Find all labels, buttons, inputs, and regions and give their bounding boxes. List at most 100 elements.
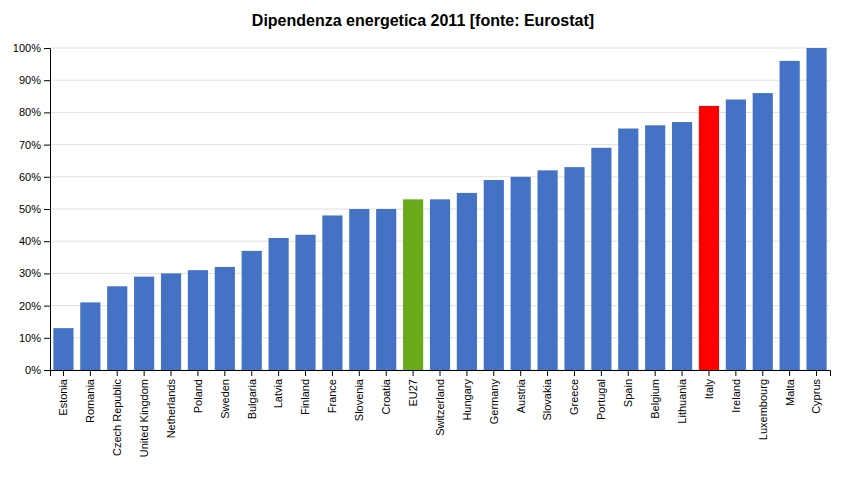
tick-mark — [224, 370, 225, 376]
bar — [242, 251, 262, 370]
tick-label: Slovakia — [541, 378, 553, 420]
tick: Poland — [192, 370, 204, 413]
tick: Luxembourg — [757, 370, 769, 440]
tick-label: Italy — [703, 379, 715, 400]
bar — [511, 177, 531, 370]
bar — [215, 267, 235, 370]
tick-mark — [44, 273, 50, 274]
tick-mark — [762, 370, 763, 376]
tick-label: Cyprus — [810, 379, 822, 414]
tick-mark — [197, 370, 198, 376]
tick-mark — [44, 209, 50, 210]
tick-mark — [278, 370, 279, 376]
tick: Czech Republic — [111, 370, 123, 456]
tick-label: 80% — [19, 106, 41, 118]
bar — [618, 129, 638, 371]
tick: Ireland — [730, 370, 742, 413]
tick: 70% — [19, 139, 50, 151]
tick: 0% — [25, 364, 50, 376]
tick: Italy — [703, 370, 715, 399]
bar — [672, 122, 692, 370]
tick-label: 10% — [19, 332, 41, 344]
tick: Croatia — [380, 370, 392, 414]
title: Dipendenza energetica 2011 [fonte: Euros… — [252, 12, 594, 29]
tick-label: Austria — [515, 378, 527, 413]
tick: Lithuania — [676, 370, 688, 424]
tick-mark — [628, 370, 629, 376]
bar — [430, 199, 450, 370]
y-axis: 0%10%20%30%40%50%60%70%80%90%100% — [13, 42, 51, 376]
bar — [349, 209, 369, 370]
tick-label: Luxembourg — [757, 379, 769, 440]
tick-label: Switzerland — [434, 379, 446, 436]
bar — [806, 48, 826, 370]
tick: EU27 — [407, 370, 419, 407]
tick-label: Latvia — [272, 378, 284, 408]
tick-mark — [44, 370, 50, 371]
tick-mark — [117, 370, 118, 376]
tick: Portugal — [595, 370, 607, 420]
tick-mark — [44, 112, 50, 113]
tick: Estonia — [57, 370, 69, 416]
bar — [376, 209, 396, 370]
grid-line — [50, 48, 830, 49]
chart: Dipendenza energetica 2011 [fonte: Euros… — [0, 0, 846, 480]
tick-mark — [44, 306, 50, 307]
tick: Netherlands — [165, 370, 177, 438]
tick-mark — [547, 370, 548, 376]
bar — [403, 199, 423, 370]
tick-label: 60% — [19, 171, 41, 183]
tick-mark — [520, 370, 521, 376]
tick: 40% — [19, 235, 50, 247]
tick-label: Estonia — [57, 378, 69, 416]
tick: Slovenia — [353, 370, 365, 421]
tick: Belgium — [649, 370, 661, 419]
tick: 50% — [19, 203, 50, 215]
tick: Switzerland — [434, 370, 446, 436]
tick: 30% — [19, 267, 50, 279]
tick-label: Croatia — [380, 378, 392, 414]
tick: France — [326, 370, 338, 413]
tick-label: Germany — [488, 379, 500, 425]
tick: Romania — [84, 370, 96, 423]
tick: Finland — [299, 370, 311, 415]
tick-mark — [789, 370, 790, 376]
bar — [699, 106, 719, 370]
tick-label: Portugal — [595, 379, 607, 420]
grid-line — [50, 80, 830, 81]
tick-label: 0% — [25, 364, 41, 376]
tick-label: 40% — [19, 235, 41, 247]
tick-label: 50% — [19, 203, 41, 215]
tick-label: Sweden — [219, 379, 231, 419]
axis-line — [44, 49, 51, 371]
bar — [295, 235, 315, 370]
tick-mark — [44, 241, 50, 242]
tick-label: 20% — [19, 300, 41, 312]
grid — [50, 48, 830, 370]
x-axis: EstoniaRomaniaCzech RepublicUnited Kingd… — [51, 370, 831, 457]
tick-mark — [44, 145, 50, 146]
tick: Greece — [568, 370, 580, 415]
tick-label: Slovenia — [353, 378, 365, 421]
tick: Germany — [488, 370, 500, 424]
tick-label: 30% — [19, 267, 41, 279]
tick-label: Spain — [622, 379, 634, 407]
bar — [188, 270, 208, 370]
tick-mark — [682, 370, 683, 376]
tick-mark — [413, 370, 414, 376]
tick: 80% — [19, 106, 50, 118]
tick: Malta — [784, 370, 796, 406]
tick-mark — [44, 338, 50, 339]
tick-mark — [601, 370, 602, 376]
bar — [53, 328, 73, 370]
tick-label: Lithuania — [676, 378, 688, 424]
tick-mark — [386, 370, 387, 376]
tick: 100% — [13, 42, 50, 54]
tick: Hungary — [461, 370, 473, 421]
tick-mark — [735, 370, 736, 376]
tick-mark — [44, 177, 50, 178]
tick: Bulgaria — [246, 370, 258, 419]
bar — [753, 93, 773, 370]
bars — [53, 48, 826, 370]
bar — [591, 148, 611, 370]
